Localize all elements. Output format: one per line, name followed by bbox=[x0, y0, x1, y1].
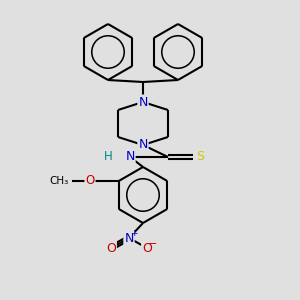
Text: −: − bbox=[148, 239, 158, 249]
Text: CH₃: CH₃ bbox=[50, 176, 69, 186]
Text: N: N bbox=[138, 139, 148, 152]
Text: +: + bbox=[130, 230, 138, 238]
Text: N: N bbox=[124, 232, 134, 244]
Text: N: N bbox=[138, 95, 148, 109]
Text: O: O bbox=[142, 242, 152, 254]
Text: O: O bbox=[106, 242, 116, 254]
Text: O: O bbox=[85, 175, 94, 188]
Text: H: H bbox=[103, 151, 112, 164]
Text: S: S bbox=[196, 151, 204, 164]
Text: N: N bbox=[125, 151, 135, 164]
